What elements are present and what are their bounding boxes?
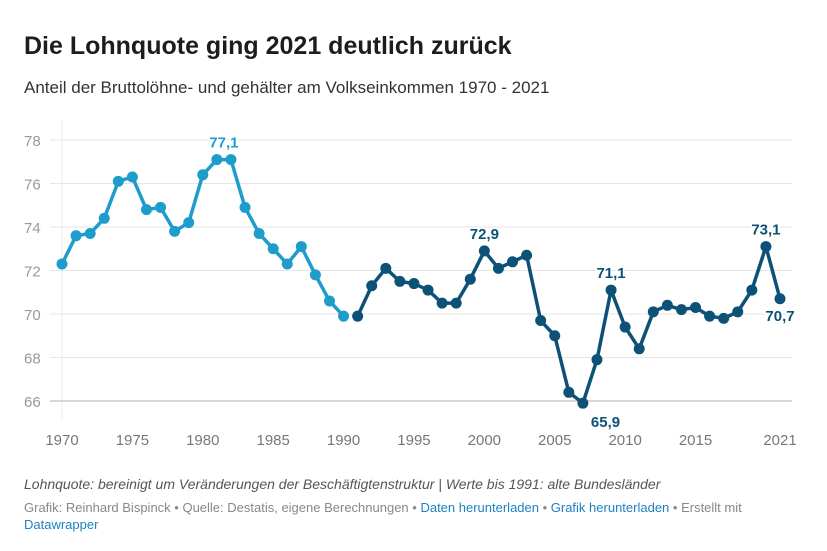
- data-point: [746, 284, 758, 296]
- data-point: [183, 217, 195, 229]
- data-point: [366, 280, 378, 292]
- data-point: [661, 299, 673, 311]
- data-point: [295, 241, 307, 253]
- data-point: [338, 310, 350, 322]
- data-point: [690, 301, 702, 313]
- data-point: [140, 204, 152, 216]
- separator: •: [669, 500, 682, 515]
- data-point: [225, 154, 237, 166]
- data-point: [281, 258, 293, 270]
- data-point: [492, 262, 504, 274]
- separator: •: [538, 500, 551, 515]
- data-point: [380, 262, 392, 274]
- data-point: [239, 201, 251, 213]
- data-point: [84, 228, 96, 240]
- data-point: [56, 258, 68, 270]
- data-point: [774, 293, 786, 305]
- x-tick-label: 2021: [763, 432, 796, 449]
- x-tick-label: 2015: [679, 432, 712, 449]
- data-point: [464, 273, 476, 285]
- data-point: [605, 284, 617, 296]
- credit: Grafik: Reinhard Bispinck: [24, 500, 171, 515]
- datawrapper-link[interactable]: Datawrapper: [24, 517, 99, 532]
- chart-note: Lohnquote: bereinigt um Veränderungen de…: [24, 476, 661, 492]
- data-point: [267, 243, 279, 255]
- data-point: [98, 212, 110, 224]
- data-point: [633, 343, 645, 355]
- y-tick-label: 66: [24, 394, 41, 411]
- y-tick-label: 72: [24, 264, 41, 281]
- data-label: 72,9: [470, 226, 499, 243]
- download-data-link[interactable]: Daten herunterladen: [420, 500, 539, 515]
- data-point: [521, 249, 533, 261]
- chart-subtitle: Anteil der Bruttolöhne- und gehälter am …: [24, 78, 550, 97]
- data-point: [450, 297, 462, 309]
- data-point: [408, 278, 420, 290]
- data-point: [704, 310, 716, 322]
- data-label: 70,7: [765, 308, 794, 325]
- data-point: [197, 169, 209, 181]
- data-point: [323, 295, 335, 307]
- y-tick-label: 78: [24, 133, 41, 150]
- download-chart-link[interactable]: Grafik herunterladen: [550, 500, 670, 515]
- separator: •: [170, 500, 183, 515]
- x-tick-label: 1970: [45, 432, 78, 449]
- data-point: [507, 256, 519, 268]
- data-point: [394, 275, 406, 287]
- data-point: [591, 354, 603, 366]
- data-point: [675, 304, 687, 316]
- data-point: [155, 201, 167, 213]
- chart-footer: Grafik: Reinhard Bispinck • Quelle: Dest…: [24, 499, 794, 533]
- data-point: [718, 312, 730, 324]
- data-point: [70, 230, 82, 242]
- x-tick-label: 1980: [186, 432, 219, 449]
- data-point: [309, 269, 321, 281]
- made-with: Erstellt mit: [681, 500, 742, 515]
- x-tick-label: 2000: [468, 432, 501, 449]
- data-label: 73,1: [751, 222, 780, 239]
- x-tick-label: 1985: [256, 432, 289, 449]
- chart-title: Die Lohnquote ging 2021 deutlich zurück: [24, 32, 512, 60]
- data-point: [112, 175, 124, 187]
- data-point: [732, 306, 744, 318]
- x-tick-label: 2005: [538, 432, 571, 449]
- y-tick-label: 76: [24, 177, 41, 194]
- x-tick-label: 2010: [608, 432, 641, 449]
- x-tick-label: 1975: [116, 432, 149, 449]
- data-label: 65,9: [591, 414, 620, 431]
- data-label: 77,1: [209, 135, 238, 152]
- data-label: 71,1: [596, 265, 625, 282]
- separator: •: [408, 500, 421, 515]
- y-tick-label: 70: [24, 307, 41, 324]
- x-tick-label: 1995: [397, 432, 430, 449]
- data-point: [422, 284, 434, 296]
- data-point: [535, 315, 547, 327]
- data-point: [478, 245, 490, 257]
- data-point: [253, 228, 265, 240]
- data-point: [647, 306, 659, 318]
- data-point: [577, 397, 589, 409]
- data-point: [619, 321, 631, 333]
- data-point: [126, 171, 138, 183]
- data-point: [169, 225, 181, 237]
- x-tick-label: 1990: [327, 432, 360, 449]
- data-point: [563, 386, 575, 398]
- data-point: [211, 154, 223, 166]
- data-point: [760, 241, 772, 253]
- data-point: [352, 310, 364, 322]
- source: Quelle: Destatis, eigene Berechnungen: [182, 500, 409, 515]
- data-point: [549, 330, 561, 342]
- data-point: [436, 297, 448, 309]
- y-tick-label: 74: [24, 220, 41, 237]
- y-tick-label: 68: [24, 351, 41, 368]
